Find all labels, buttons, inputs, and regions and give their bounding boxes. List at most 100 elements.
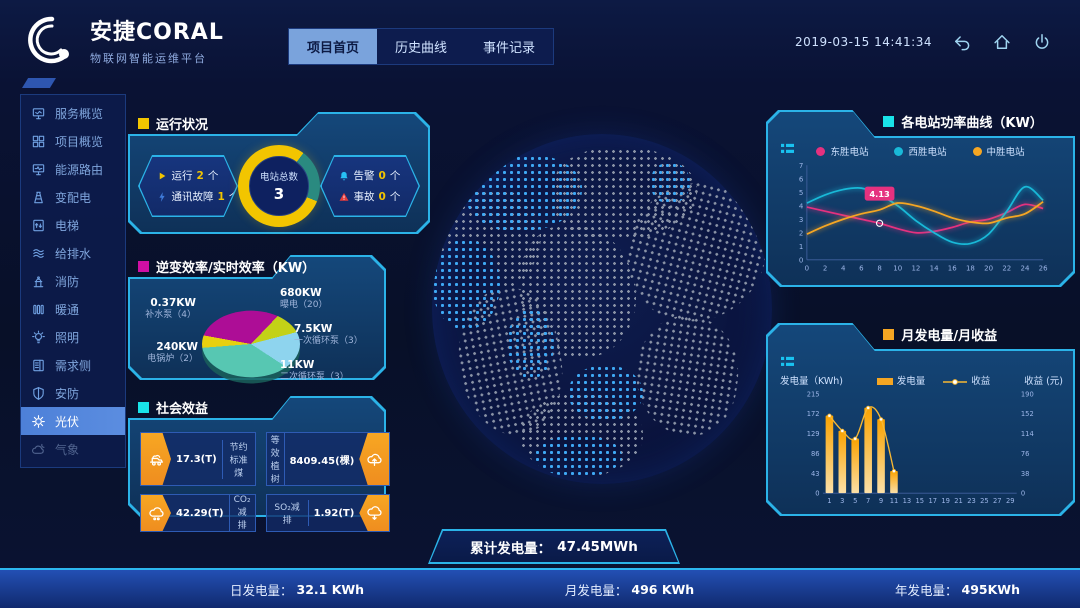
legend-item-1: 西胜电站 bbox=[894, 144, 947, 158]
panel-power-curve: 各电站功率曲线（KW） 东胜电站 西胜电站 中胜电站 0 1 2 3 4 5 6 7 0 2 4 6 8 10… bbox=[766, 110, 1075, 287]
panel-title-inverter: 逆变效率/实时效率（KW） bbox=[138, 257, 315, 276]
solar-icon bbox=[31, 414, 46, 429]
title-bullet bbox=[883, 329, 895, 340]
svg-text:24: 24 bbox=[1020, 264, 1029, 272]
sidebar-item-label: 能源路由 bbox=[55, 162, 104, 177]
svg-text:7: 7 bbox=[866, 497, 870, 505]
svg-text:15: 15 bbox=[916, 497, 925, 505]
svg-text:4: 4 bbox=[841, 264, 846, 272]
svg-text:114: 114 bbox=[1021, 430, 1034, 438]
svg-text:129: 129 bbox=[807, 430, 820, 438]
bell-icon bbox=[338, 170, 350, 182]
svg-text:16: 16 bbox=[948, 264, 957, 272]
sidebar-item-10[interactable]: 安防 bbox=[21, 379, 125, 407]
tree-cloud-icon bbox=[359, 433, 390, 485]
right-axis-label: 收益 (元) bbox=[1024, 376, 1063, 387]
total-label: 累计发电量： bbox=[470, 540, 552, 557]
sidebar-item-4[interactable]: 电梯 bbox=[21, 211, 125, 239]
home-icon[interactable] bbox=[992, 32, 1012, 52]
sidebar-item-5[interactable]: 给排水 bbox=[21, 239, 125, 267]
social-label: CO₂减排 bbox=[228, 495, 255, 531]
logo-icon bbox=[26, 14, 78, 66]
svg-text:9: 9 bbox=[879, 497, 883, 505]
svg-text:6: 6 bbox=[799, 175, 804, 183]
sidebar-item-11[interactable]: 光伏 bbox=[21, 407, 125, 435]
social-item-1: 等效植树 8409.45(棵) bbox=[265, 432, 391, 486]
pie-label-1: 7.5KW 一次循环泵（3） bbox=[294, 323, 363, 347]
svg-text:5: 5 bbox=[853, 497, 857, 505]
warning-icon bbox=[338, 191, 350, 203]
svg-text:38: 38 bbox=[1021, 470, 1030, 478]
back-icon[interactable] bbox=[952, 32, 972, 52]
donut-value: 3 bbox=[273, 185, 285, 203]
sidebar-item-label: 安防 bbox=[55, 386, 80, 401]
power-icon[interactable] bbox=[1032, 32, 1052, 52]
radiator-icon bbox=[31, 302, 46, 317]
bolt-icon bbox=[156, 191, 168, 203]
tab-2[interactable]: 事件记录 bbox=[483, 41, 536, 56]
legend-item-0: 东胜电站 bbox=[816, 144, 868, 158]
station-total-donut: 电站总数 3 bbox=[238, 145, 320, 227]
legend-icon[interactable] bbox=[780, 355, 795, 368]
panel-monthly-generation: 月发电量/月收益 发电量（KWh) 发电量 收益 收益 (元) 0 43 86 129 1… bbox=[766, 323, 1075, 516]
pie-label-4: 0.37KW 补水泵（4） bbox=[145, 297, 196, 321]
svg-text:27: 27 bbox=[993, 497, 1002, 505]
svg-text:0: 0 bbox=[805, 264, 809, 272]
app-title: 安捷CORAL bbox=[90, 20, 224, 45]
x-ticks: 1 3 5 7 9 11 13 15 17 19 21 23 25 27 29 bbox=[827, 497, 1014, 505]
legend-icon[interactable] bbox=[780, 142, 795, 155]
sidebar-item-1[interactable]: 项目概览 bbox=[21, 127, 125, 155]
sidebar-item-label: 光伏 bbox=[55, 414, 80, 429]
footer-stat-1: 月发电量： 496 KWh bbox=[564, 581, 695, 598]
left-ticks: 0 43 86 129 172 215 bbox=[807, 390, 820, 497]
header-actions: 2019-03-15 14:41:34 bbox=[795, 32, 1052, 52]
svg-text:43: 43 bbox=[811, 470, 820, 478]
svg-text:19: 19 bbox=[941, 497, 950, 505]
sidebar-item-9[interactable]: 需求侧 bbox=[21, 351, 125, 379]
tab-0[interactable]: 项目首页 bbox=[289, 29, 378, 64]
panel-title-monthly: 月发电量/月收益 bbox=[883, 325, 997, 344]
svg-text:11: 11 bbox=[890, 497, 899, 505]
inverter-pie-chart: 680KW 曝电（20） 7.5KW 一次循环泵（3） 11KW 二次循环泵（3） 0.37… bbox=[128, 285, 386, 382]
svg-text:29: 29 bbox=[1006, 497, 1015, 505]
social-value: 42.29(T) bbox=[176, 507, 224, 519]
sidebar-item-7[interactable]: 暖通 bbox=[21, 295, 125, 323]
sidebar-item-3[interactable]: 变配电 bbox=[21, 183, 125, 211]
tooltip: 4.13 bbox=[864, 186, 895, 227]
sidebar-item-6[interactable]: 消防 bbox=[21, 267, 125, 295]
social-item-2: 42.29(T) CO₂减排 bbox=[140, 494, 256, 532]
nav-tabs: 项目首页 历史曲线 事件记录 bbox=[288, 28, 555, 65]
svg-text:2: 2 bbox=[799, 229, 803, 237]
bars bbox=[825, 407, 898, 494]
sidebar-item-label: 需求侧 bbox=[55, 358, 92, 373]
panel-title-running-status: 运行状况 bbox=[138, 114, 208, 133]
social-label: 节约标准煤 bbox=[221, 439, 255, 479]
social-value: 1.92(T) bbox=[313, 507, 355, 519]
svg-text:0: 0 bbox=[1021, 490, 1025, 498]
axes bbox=[806, 165, 1044, 261]
sidebar-item-12[interactable]: 气象 bbox=[21, 435, 125, 463]
power-tower-icon bbox=[31, 190, 46, 205]
svg-text:3: 3 bbox=[799, 216, 803, 224]
title-bullet bbox=[138, 402, 149, 413]
energy-router-icon bbox=[31, 162, 46, 177]
svg-text:26: 26 bbox=[1039, 264, 1048, 272]
sidebar-item-8[interactable]: 照明 bbox=[21, 323, 125, 351]
svg-text:0: 0 bbox=[815, 490, 819, 498]
series-line bbox=[806, 201, 1044, 235]
sidebar-item-2[interactable]: 能源路由 bbox=[21, 155, 125, 183]
social-label: 等效植树 bbox=[267, 433, 285, 485]
social-value: 17.3(T) bbox=[176, 453, 217, 465]
sidebar-item-label: 给排水 bbox=[55, 246, 92, 261]
svg-text:4.13: 4.13 bbox=[869, 189, 890, 199]
sidebar-item-label: 气象 bbox=[55, 442, 80, 457]
panel-title-social: 社会效益 bbox=[138, 398, 208, 417]
svg-text:0: 0 bbox=[799, 256, 803, 264]
elevator-icon bbox=[31, 218, 46, 233]
svg-text:5: 5 bbox=[799, 189, 803, 197]
tab-1[interactable]: 历史曲线 bbox=[395, 41, 448, 56]
total-value: 47.45MWh bbox=[557, 538, 638, 555]
svg-text:215: 215 bbox=[807, 390, 820, 398]
sidebar-item-0[interactable]: 服务概览 bbox=[21, 99, 125, 127]
